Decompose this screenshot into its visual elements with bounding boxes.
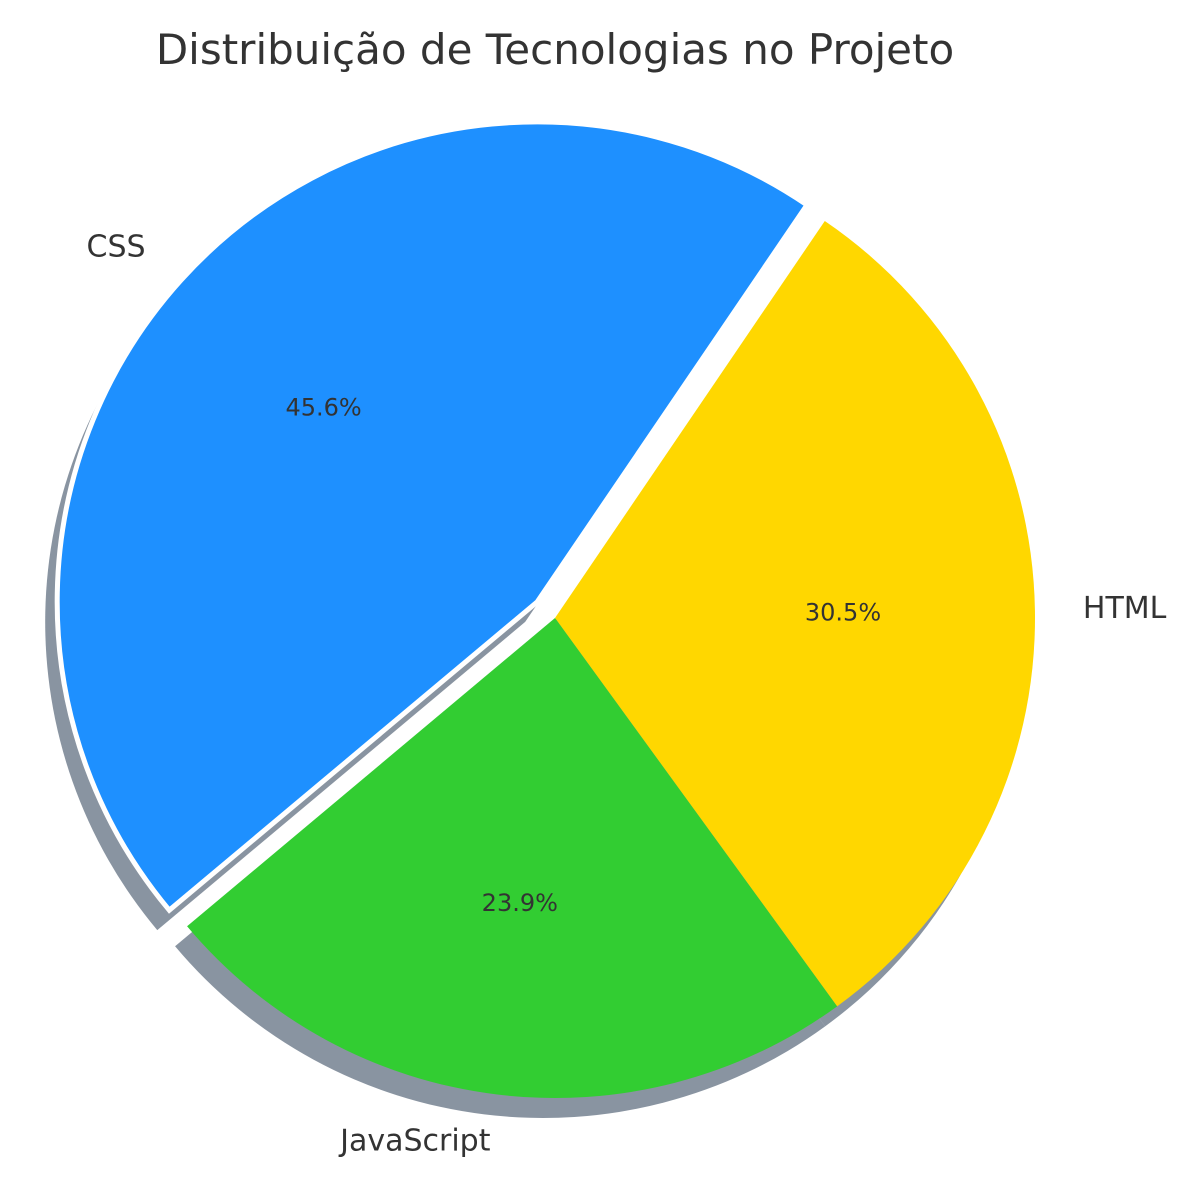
slice-layer — [54, 119, 1036, 1099]
slice-css — [54, 119, 811, 914]
slice-label-html: HTML — [1083, 591, 1167, 626]
slice-label-javascript: JavaScript — [338, 1124, 491, 1159]
slice-label-css: CSS — [87, 229, 146, 264]
chart-title: Distribuição de Tecnologias no Projeto — [156, 25, 954, 74]
pct-label-javascript: 23.9% — [482, 889, 558, 917]
pct-label-css: 45.6% — [285, 394, 361, 422]
label-layer: HTML 30.5% CSS 45.6% JavaScript 23.9% — [87, 229, 1167, 1158]
pct-label-html: 30.5% — [805, 599, 881, 627]
slice-html — [555, 221, 1036, 1007]
slice-javascript — [187, 618, 838, 1099]
